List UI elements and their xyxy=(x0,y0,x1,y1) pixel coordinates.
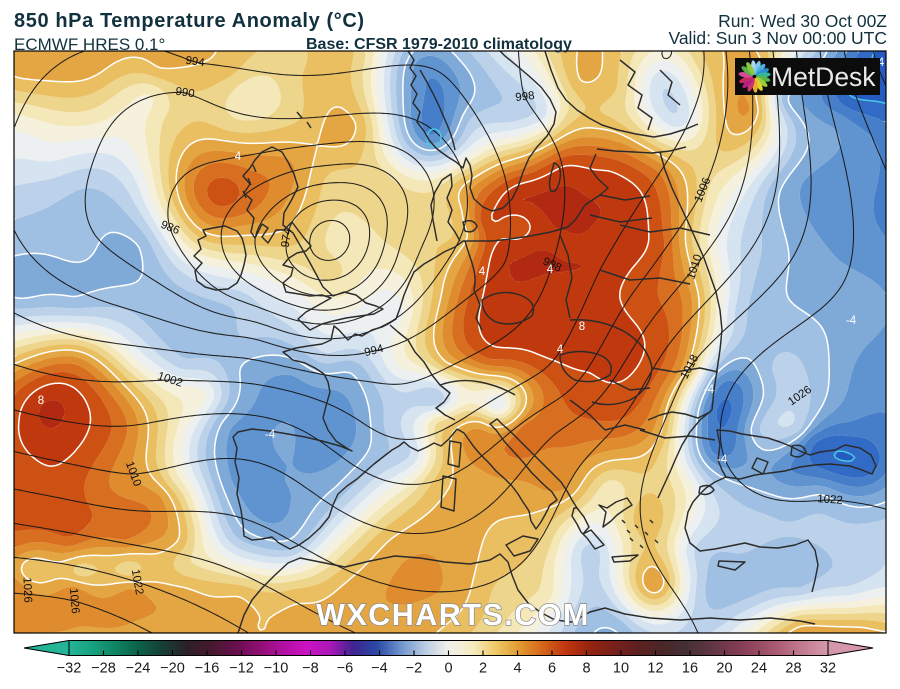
svg-text:4: 4 xyxy=(878,57,885,69)
svg-text:−28: −28 xyxy=(91,661,116,677)
svg-text:998: 998 xyxy=(515,90,535,104)
svg-text:−10: −10 xyxy=(264,661,289,677)
svg-text:-4: -4 xyxy=(704,384,715,396)
svg-text:−20: −20 xyxy=(160,661,185,677)
svg-text:32: 32 xyxy=(820,661,836,677)
svg-text:−32: −32 xyxy=(57,661,82,677)
svg-text:1022: 1022 xyxy=(817,493,843,507)
svg-text:MetDesk: MetDesk xyxy=(771,62,876,92)
svg-text:6: 6 xyxy=(548,661,556,677)
svg-text:4: 4 xyxy=(513,661,521,677)
svg-text:16: 16 xyxy=(682,661,698,677)
svg-text:994: 994 xyxy=(363,343,385,359)
svg-text:8: 8 xyxy=(38,395,44,407)
svg-text:-4: -4 xyxy=(846,315,857,327)
svg-text:10: 10 xyxy=(613,661,629,677)
svg-text:20: 20 xyxy=(716,661,732,677)
svg-text:4: 4 xyxy=(557,344,564,356)
svg-text:0: 0 xyxy=(444,661,452,677)
svg-text:-4: -4 xyxy=(717,454,728,466)
svg-text:2: 2 xyxy=(479,661,487,677)
svg-text:1026: 1026 xyxy=(21,577,34,603)
svg-text:1022: 1022 xyxy=(129,568,145,595)
svg-text:990: 990 xyxy=(175,86,196,101)
svg-text:8: 8 xyxy=(582,661,590,677)
svg-text:−4: −4 xyxy=(371,661,388,677)
svg-text:−16: −16 xyxy=(195,661,220,677)
svg-text:994: 994 xyxy=(185,55,206,70)
svg-text:8: 8 xyxy=(579,321,585,333)
svg-text:4: 4 xyxy=(547,264,554,276)
svg-text:1026: 1026 xyxy=(67,588,81,615)
svg-text:974: 974 xyxy=(279,227,294,249)
svg-text:−2: −2 xyxy=(406,661,423,677)
svg-text:−24: −24 xyxy=(126,661,151,677)
svg-text:−8: −8 xyxy=(302,661,319,677)
svg-text:WXCHARTS.COM: WXCHARTS.COM xyxy=(316,598,590,632)
svg-text:4: 4 xyxy=(235,151,242,163)
svg-text:28: 28 xyxy=(785,661,801,677)
svg-text:−12: −12 xyxy=(229,661,254,677)
svg-text:12: 12 xyxy=(647,661,663,677)
svg-text:-4: -4 xyxy=(265,429,276,441)
svg-text:4: 4 xyxy=(479,266,486,278)
svg-text:24: 24 xyxy=(751,661,767,677)
svg-text:−6: −6 xyxy=(337,661,354,677)
